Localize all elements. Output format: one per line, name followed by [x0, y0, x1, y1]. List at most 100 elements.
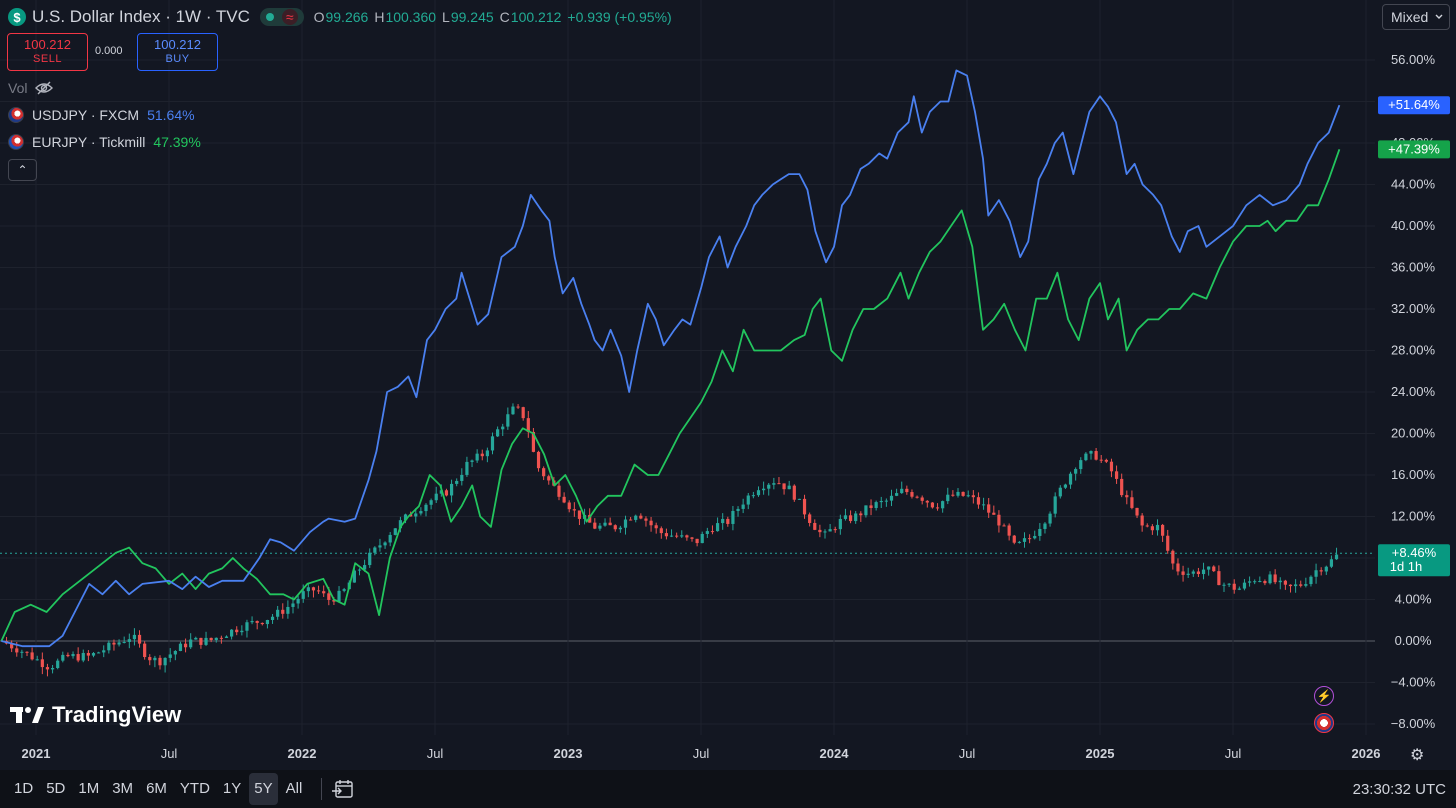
- bottom-toolbar: 1D 5D 1M 3M 6M YTD 1Y 5Y All 23:30:32 UTC: [0, 770, 1456, 808]
- candle-body: [183, 643, 188, 648]
- candle-body: [664, 533, 669, 537]
- event-flash-icon[interactable]: ⚡: [1314, 686, 1334, 706]
- chevron-down-icon: [1435, 14, 1443, 19]
- candle-body: [265, 620, 270, 625]
- timeframe-1d[interactable]: 1D: [14, 780, 34, 797]
- candle-body: [1263, 581, 1267, 584]
- compare-usdjpy[interactable]: USDJPY · FXCM 51.64%: [8, 105, 195, 125]
- candle-body: [56, 660, 60, 669]
- candle-body: [1268, 574, 1272, 584]
- calendar-goto-icon[interactable]: [332, 779, 354, 799]
- candle-body: [1161, 524, 1165, 536]
- y-tick-label: 36.00%: [1391, 260, 1436, 275]
- y-tick-label: 0.00%: [1395, 633, 1432, 648]
- eye-hidden-icon[interactable]: [35, 81, 54, 95]
- timeframe-1y[interactable]: 1Y: [222, 780, 242, 797]
- tag-bg: [1378, 544, 1450, 577]
- candle-body: [102, 650, 106, 653]
- candle-body: [531, 431, 536, 452]
- series-line: [0, 149, 1341, 642]
- ohlc-change: +0.939 (+0.95%): [567, 9, 672, 25]
- candle-body: [209, 637, 213, 641]
- y-tick-label: −4.00%: [1391, 675, 1436, 690]
- market-status[interactable]: ≈: [259, 8, 304, 26]
- candle-body: [189, 639, 193, 648]
- scale-mode-dropdown[interactable]: Mixed: [1382, 4, 1450, 30]
- candle-body: [1022, 538, 1027, 542]
- event-us-flag-icon[interactable]: [1314, 713, 1334, 733]
- candle-body: [802, 498, 807, 515]
- candle-body: [107, 642, 111, 651]
- sell-button[interactable]: 100.212 SELL: [7, 33, 88, 71]
- candle-body: [1089, 451, 1093, 454]
- candle-body: [1130, 497, 1134, 508]
- candle-body: [1329, 559, 1334, 567]
- timeframe-1m[interactable]: 1M: [78, 780, 100, 797]
- volume-legend[interactable]: Vol: [8, 80, 54, 96]
- candle-body: [915, 496, 919, 498]
- candle-body: [1334, 554, 1339, 560]
- y-tick-label: 4.00%: [1395, 592, 1432, 607]
- timeframe-5d[interactable]: 5D: [46, 780, 66, 797]
- candle-body: [1324, 566, 1328, 572]
- candle-body: [45, 667, 50, 670]
- candle-body: [1176, 563, 1180, 572]
- candle-body: [1191, 571, 1195, 574]
- y-tick-label: 24.00%: [1391, 384, 1436, 399]
- candle-body: [1028, 538, 1032, 540]
- candle-body: [260, 622, 264, 625]
- price-chart[interactable]: 56.00%52.00%48.00%44.00%40.00%36.00%32.0…: [0, 0, 1456, 770]
- timeframe-all[interactable]: All: [285, 780, 303, 797]
- collapse-legend-button[interactable]: ⌃: [8, 159, 37, 181]
- candle-body: [1084, 453, 1088, 461]
- candle-body: [235, 629, 239, 633]
- buy-button[interactable]: 100.212 BUY: [137, 33, 218, 71]
- candle-body: [388, 534, 392, 543]
- last-value-tag: +51.64%: [1378, 96, 1450, 115]
- candle-body: [695, 538, 699, 544]
- candle-body: [1145, 525, 1149, 527]
- candle-body: [536, 451, 541, 469]
- symbol-title[interactable]: U.S. Dollar Index · 1W · TVC: [32, 7, 250, 26]
- candle-body: [35, 659, 39, 661]
- candle-body: [143, 643, 147, 658]
- settings-gear-icon[interactable]: ⚙: [1410, 747, 1425, 764]
- candle-body: [1273, 574, 1277, 583]
- grid: [0, 0, 1375, 735]
- candle-body: [480, 453, 484, 457]
- candle-body: [756, 490, 761, 496]
- timeframe-3m[interactable]: 3M: [112, 780, 134, 797]
- candle-body: [137, 634, 142, 644]
- candle-body: [828, 529, 832, 532]
- candle-body: [1058, 487, 1062, 497]
- candle-body: [593, 522, 597, 529]
- candle-body: [398, 520, 403, 529]
- x-axis[interactable]: 2021 Jul 2022 Jul 2023 Jul 2024 Jul 2025 Jul 2026: [22, 746, 1381, 761]
- candle-body: [1222, 584, 1226, 586]
- candle-body: [270, 616, 275, 621]
- candle-body: [629, 519, 633, 521]
- candle-body: [496, 429, 500, 437]
- compare-eurjpy[interactable]: EURJPY · Tickmill 47.39%: [8, 132, 201, 152]
- buy-price: 100.212: [154, 37, 201, 52]
- tag-bg: [1378, 140, 1450, 159]
- candle-body: [1068, 473, 1073, 485]
- timeframe-6m[interactable]: 6M: [146, 780, 167, 797]
- candle-body: [490, 436, 495, 451]
- candle-body: [577, 510, 582, 519]
- candle-body: [1278, 580, 1282, 583]
- candle-body: [316, 590, 321, 592]
- candle-body: [281, 609, 285, 614]
- candle-body: [50, 668, 55, 670]
- y-tick-label: 32.00%: [1391, 301, 1436, 316]
- candle-body: [403, 514, 408, 521]
- candle-body: [122, 641, 126, 643]
- timeframe-5y[interactable]: 5Y: [249, 773, 278, 805]
- timeframe-ytd[interactable]: YTD: [179, 780, 210, 797]
- candle-body: [562, 496, 566, 503]
- last-value-tag: +47.39%: [1378, 140, 1450, 159]
- candle-body: [1196, 571, 1201, 575]
- sell-price: 100.212: [24, 37, 71, 52]
- utc-clock[interactable]: 23:30:32 UTC: [1352, 781, 1446, 798]
- candle-body: [444, 490, 449, 496]
